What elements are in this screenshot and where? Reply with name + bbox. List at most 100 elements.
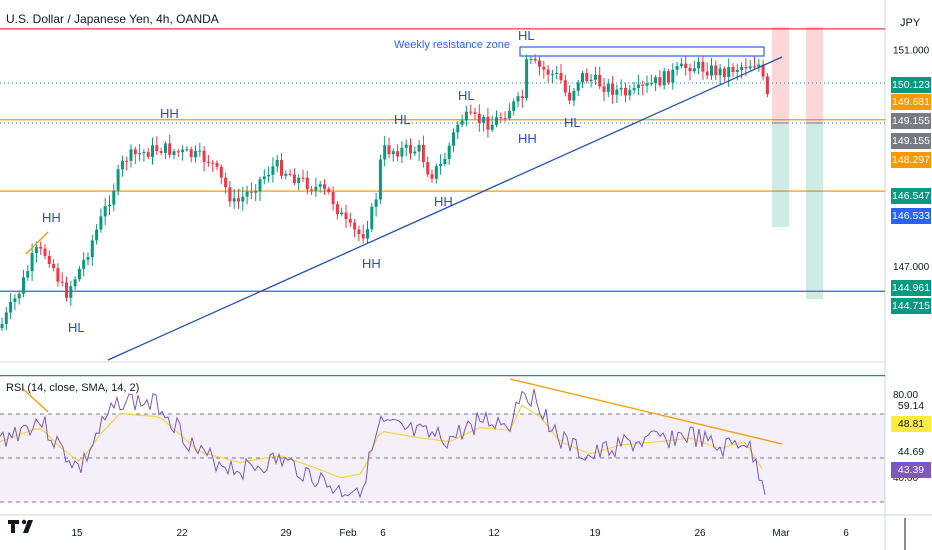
- candle-body: [348, 219, 352, 223]
- candle-body: [697, 61, 701, 69]
- candle-body: [129, 149, 133, 161]
- candle-body: [39, 246, 43, 249]
- candles: [0, 54, 769, 331]
- candle-body: [26, 271, 30, 278]
- candle-body: [120, 160, 124, 170]
- candle-body: [439, 164, 443, 167]
- candle-body: [103, 206, 107, 217]
- zone-label: Weekly resistance zone: [394, 39, 510, 51]
- currency-label[interactable]: JPY: [900, 17, 921, 29]
- candle-body: [245, 191, 249, 197]
- candle-body: [194, 151, 197, 158]
- candle-body: [69, 286, 73, 298]
- price-badge: 149.155: [891, 133, 931, 149]
- candle-body: [271, 166, 275, 175]
- candle-body: [671, 69, 675, 83]
- candle-body: [533, 58, 537, 61]
- pattern-label: HH: [362, 256, 381, 271]
- candle-body: [718, 68, 722, 76]
- candle-body: [667, 71, 670, 83]
- price-axis-tick: 151.000: [893, 46, 930, 57]
- pattern-label: HH: [42, 210, 61, 225]
- candle-body: [507, 110, 511, 119]
- candle-body: [753, 66, 756, 68]
- candle-body: [529, 58, 533, 60]
- candle-body: [581, 73, 584, 83]
- candle-body: [370, 206, 374, 230]
- candle-body: [327, 188, 331, 193]
- candle-body: [108, 204, 111, 207]
- candle-body: [228, 187, 232, 202]
- rsi-divergence-line: [509, 378, 783, 445]
- candle-body: [628, 90, 632, 96]
- candle-body: [486, 116, 490, 130]
- candle-body: [305, 177, 309, 190]
- candle-body: [546, 69, 550, 75]
- candle-body: [748, 66, 752, 69]
- candle-body: [735, 70, 739, 73]
- candle-body: [417, 144, 421, 152]
- candle-body: [224, 177, 228, 188]
- candle-body: [292, 174, 296, 184]
- candle-body: [473, 112, 477, 114]
- candle-body: [211, 162, 215, 164]
- swing-trendline: [25, 231, 49, 255]
- candle-body: [151, 145, 154, 157]
- candle-body: [237, 198, 240, 202]
- pattern-label: HL: [564, 115, 581, 130]
- candle-body: [688, 68, 692, 72]
- candle-body: [99, 216, 103, 230]
- time-axis-tick: 29: [280, 528, 292, 539]
- candle-body: [731, 66, 735, 73]
- candle-body: [460, 120, 464, 125]
- candle-body: [563, 80, 567, 93]
- candle-body: [340, 212, 344, 215]
- candle-body: [297, 177, 301, 184]
- pattern-label: HL: [458, 88, 475, 103]
- price-badge: 146.533: [891, 208, 931, 224]
- candle-body: [615, 89, 619, 95]
- candle-body: [133, 149, 137, 155]
- candle-body: [22, 277, 25, 294]
- candle-body: [538, 60, 541, 67]
- time-axis-tick: Feb: [339, 528, 357, 539]
- candle-body: [17, 293, 21, 299]
- candle-body: [301, 177, 305, 179]
- candle-body: [421, 144, 425, 163]
- candle-body: [314, 186, 318, 191]
- candle-body: [490, 124, 494, 130]
- pattern-label: HH: [434, 194, 453, 209]
- price-axis-tick: 147.000: [893, 262, 930, 273]
- time-axis-tick: 22: [176, 528, 188, 539]
- candle-body: [387, 145, 391, 155]
- candle-body: [378, 159, 382, 200]
- candle-body: [692, 68, 696, 72]
- candle-body: [714, 65, 718, 76]
- pattern-label: HL: [518, 28, 535, 43]
- candle-body: [649, 83, 653, 85]
- ascending-trendline: [107, 56, 783, 361]
- candle-body: [654, 77, 658, 84]
- candle-body: [757, 64, 761, 67]
- candle-body: [409, 144, 412, 154]
- candle-body: [168, 143, 172, 155]
- candle-body: [589, 79, 593, 82]
- chart-title: U.S. Dollar / Japanese Yen, 4h, OANDA: [6, 12, 219, 26]
- candle-body: [163, 143, 167, 153]
- candle-body: [249, 191, 253, 193]
- candle-body: [400, 147, 404, 157]
- candle-body: [56, 268, 60, 282]
- rsi-legend-label[interactable]: RSI (14, close, SMA, 14, 2): [6, 382, 140, 394]
- candle-body: [280, 160, 283, 176]
- candle-body: [602, 86, 606, 92]
- candle-body: [456, 124, 460, 133]
- price-badge: 146.547: [891, 188, 931, 204]
- price-badge: 144.715: [891, 298, 931, 314]
- price-badge: 148.297: [891, 152, 931, 168]
- candle-body: [396, 151, 400, 157]
- candle-body: [684, 63, 688, 69]
- candle-body: [331, 192, 335, 205]
- candle-body: [452, 132, 455, 146]
